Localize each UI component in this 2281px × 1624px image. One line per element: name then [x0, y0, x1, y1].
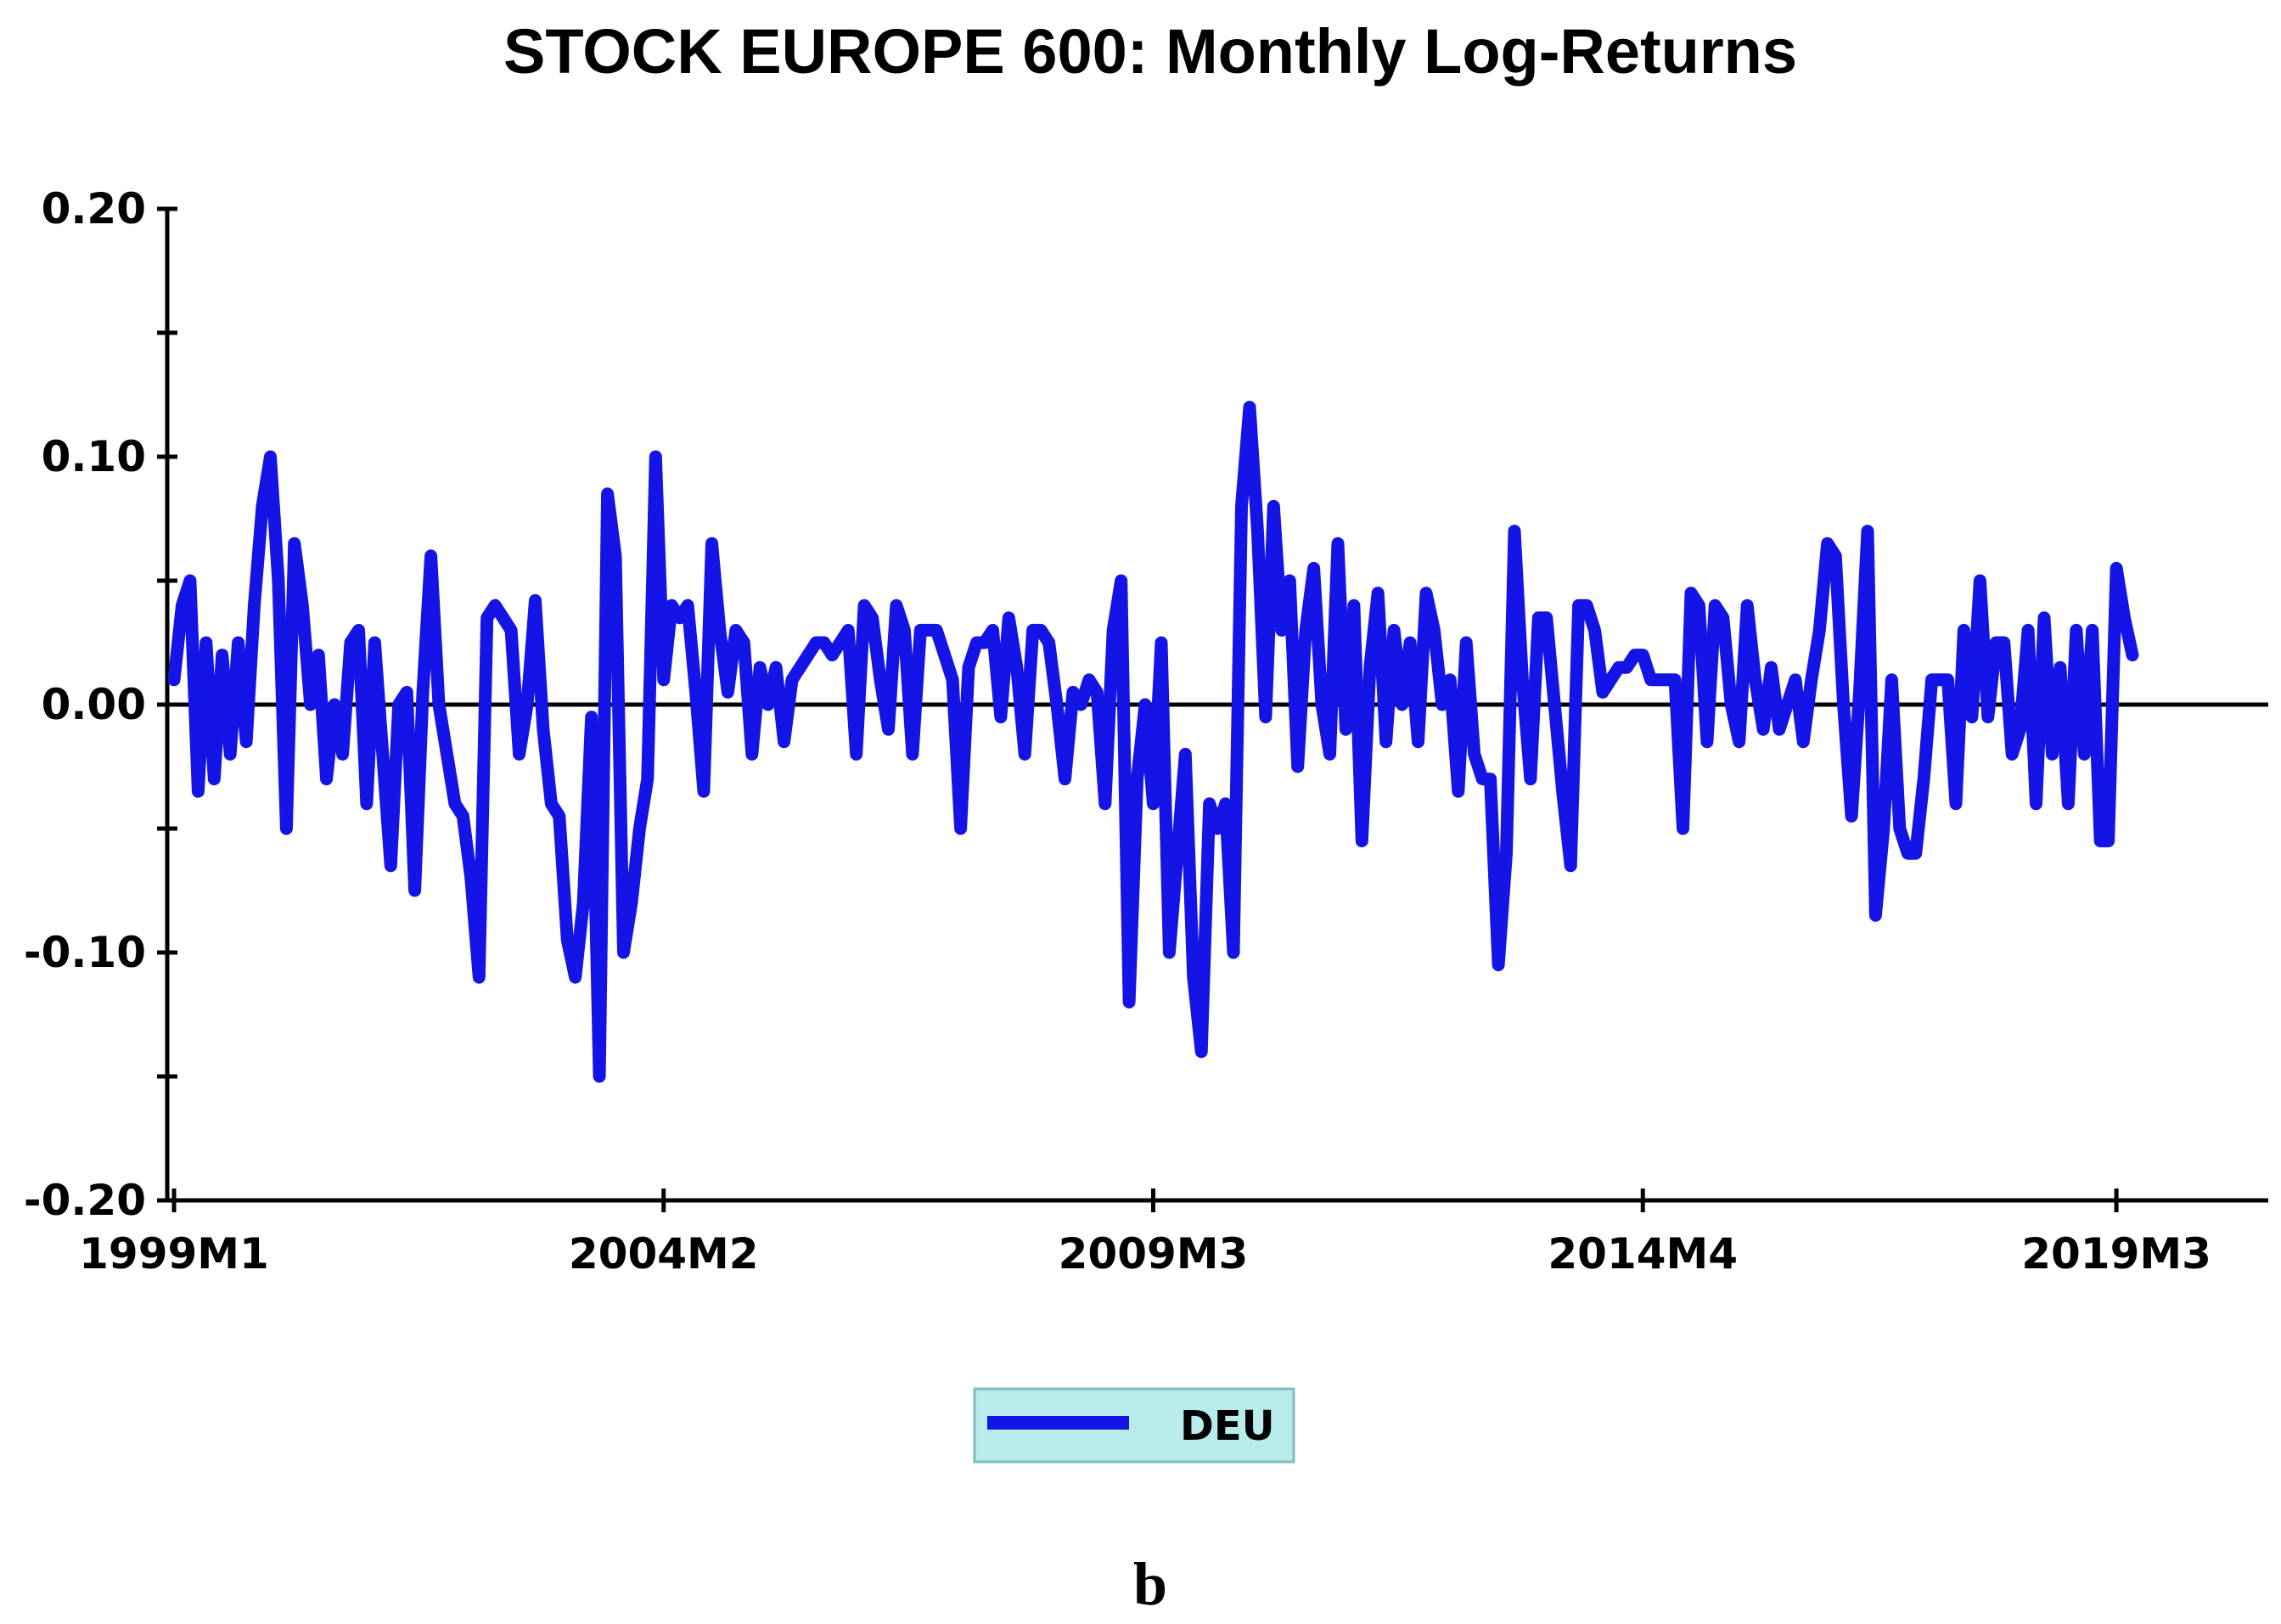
panel-label: b	[1133, 1550, 1167, 1618]
y-tick-label: 0.20	[42, 184, 146, 233]
x-tick-label: 2004M2	[569, 1229, 759, 1278]
x-tick-label: 2019M3	[2021, 1229, 2211, 1278]
x-tick-label: 2009M3	[1059, 1229, 1249, 1278]
y-tick-label: -0.20	[24, 1176, 146, 1225]
chart-title: STOCK EUROPE 600: Monthly Log-Returns	[503, 16, 1797, 87]
series-line-deu	[167, 401, 2139, 1083]
series-layer	[167, 401, 2139, 1083]
y-tick-label: -0.10	[24, 928, 146, 977]
legend: DEU	[973, 1387, 1295, 1464]
x-tick-label: 2014M4	[1548, 1229, 1738, 1278]
y-tick-label: 0.00	[42, 680, 146, 729]
x-tick-label: 1999M1	[79, 1229, 269, 1278]
y-axis: 0.20 0.10 0.00 -0.10 -0.20	[24, 184, 177, 1225]
legend-label: DEU	[1180, 1402, 1275, 1450]
y-tick-label: 0.10	[42, 432, 146, 481]
x-axis: 1999M1 2004M2 2009M3 2014M4 2019M3	[79, 1188, 2268, 1278]
